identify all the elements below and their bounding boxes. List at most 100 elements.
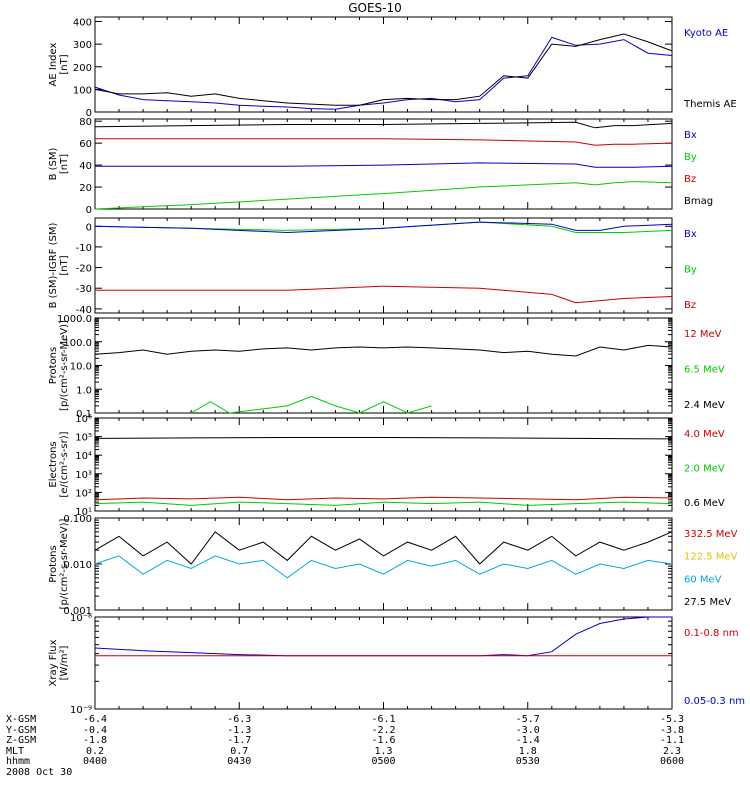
footer-value: 1.3 <box>374 745 393 757</box>
footer-value: 1.8 <box>518 745 537 757</box>
legend-xray-0: 0.1-0.8 nm <box>684 628 739 639</box>
legend-electrons-1: 2.0 MeV <box>684 464 725 475</box>
series-protons_hi-1 <box>190 395 432 414</box>
ylabel-line-b-0: B (SM) <box>48 147 59 180</box>
series-ae-1 <box>94 33 673 106</box>
ytick-label-electrons-5: 10¹ <box>75 507 92 518</box>
ylabel-dbrf: B (SM)-IGRF (SM)[nT] <box>48 223 70 309</box>
footer-value: 0600 <box>659 756 685 767</box>
series-dbrf-2 <box>95 285 673 304</box>
footer-value: -6.1 <box>371 714 396 725</box>
footer-row-label: hhmm <box>6 756 31 767</box>
ytick-label-xray-1: 10⁻⁹ <box>70 705 92 716</box>
ytick-label-electrons-3: 10³ <box>75 470 92 481</box>
ytick-label-electrons-2: 10⁴ <box>75 451 92 462</box>
footer-value: -3.0 <box>515 724 540 736</box>
legend-dbrf-0: Bx <box>684 229 697 240</box>
panel-frame-protons_hi <box>94 317 673 414</box>
ylabel-line-electrons-1: [e/(cm²-s-sr)] <box>59 431 70 497</box>
footer-value: -1.3 <box>227 724 252 736</box>
ylabel-line-protons_lo-0: Protons <box>48 545 59 582</box>
series-electrons-0 <box>94 437 673 440</box>
ytick-label-dbrf-4: -40 <box>76 305 92 316</box>
legend-protons_hi-1: 6.5 MeV <box>684 365 725 376</box>
footer-row-label: MLT <box>6 745 25 757</box>
panel-frame-protons_lo <box>94 517 673 611</box>
footer-value: -1.4 <box>515 735 540 746</box>
legend-electrons-2: 0.6 MeV <box>684 498 725 509</box>
legend-b-2: Bz <box>684 174 696 185</box>
footer-value: -6.4 <box>82 714 108 725</box>
ytick-label-protons_lo-2: 0.001 <box>63 606 92 617</box>
ytick-label-electrons-1: 10⁵ <box>75 433 92 444</box>
series-electrons-1 <box>94 496 673 501</box>
ylabel-line-ae-1: [nT] <box>59 54 70 74</box>
footer-row-label: Z-GSM <box>6 735 37 746</box>
ylabel-line-b-1: [nT] <box>59 154 70 174</box>
legend-protons_lo-2: 60 MeV <box>684 574 722 585</box>
series-protons_hi-0 <box>94 344 673 357</box>
panel-frame-xray <box>94 616 673 710</box>
ytick-label-dbrf-3: -30 <box>76 284 92 295</box>
ytick-label-b-4: 80 <box>79 117 92 128</box>
panel-frame-electrons <box>94 417 673 512</box>
ylabel-protons_lo: Protons[p/(cm²-s-sr-MeV)] <box>48 518 70 609</box>
ytick-label-protons_lo-0: 0.100 <box>63 514 92 525</box>
ytick-label-protons_lo-1: 0.010 <box>63 560 92 571</box>
footer-value: -1.6 <box>371 735 396 746</box>
footer-value: 0.7 <box>230 745 249 757</box>
footer-value: -5.3 <box>659 714 685 725</box>
series-dbrf-0 <box>94 221 673 233</box>
ytick-label-ae-4: 400 <box>73 18 92 29</box>
legend-protons_lo-3: 27.5 MeV <box>684 597 731 608</box>
ylabel-xray: Xray Flux[W/m²] <box>48 639 70 686</box>
legend-ae-0: Kyoto AE <box>684 28 728 39</box>
ytick-label-ae-3: 300 <box>73 40 92 51</box>
footer-value: 2.3 <box>662 745 682 757</box>
ytick-label-protons_hi-2: 10.0 <box>70 362 92 373</box>
ytick-label-ae-2: 200 <box>73 63 92 74</box>
legend-protons_lo-0: 332.5 MeV <box>684 529 738 540</box>
ytick-label-protons_hi-4: 0.1 <box>76 409 92 420</box>
series-dbrf-1 <box>94 221 673 234</box>
series-electrons-2 <box>94 501 673 506</box>
ytick-label-electrons-0: 10⁶ <box>75 414 92 425</box>
ytick-label-dbrf-2: -20 <box>76 264 92 275</box>
series-b-2 <box>95 162 673 168</box>
ytick-label-dbrf-0: 0 <box>86 222 92 233</box>
footer-value: -1.7 <box>227 735 252 746</box>
ytick-label-b-1: 20 <box>79 183 92 194</box>
ytick-label-xray-0: 10⁻⁸ <box>70 613 92 624</box>
ylabel-line-electrons-0: Electrons <box>48 441 59 487</box>
footer-value: -0.4 <box>82 724 108 736</box>
series-b-0 <box>94 121 673 129</box>
panel-frame-b <box>94 118 673 210</box>
ytick-label-electrons-4: 10² <box>75 488 92 499</box>
ytick-label-b-3: 60 <box>79 139 92 150</box>
footer-value: -1.1 <box>659 735 685 746</box>
ytick-label-protons_hi-3: 1.0 <box>76 385 92 396</box>
ytick-label-b-2: 40 <box>79 161 92 172</box>
series-b-1 <box>95 138 673 146</box>
series-b-3 <box>94 181 673 210</box>
footer-value: 0.2 <box>85 745 105 757</box>
legend-xray-1: 0.05-0.3 nm <box>684 696 745 707</box>
footer-value: -3.8 <box>659 724 685 736</box>
ylabel-b: B (SM)[nT] <box>48 147 70 180</box>
ylabel-line-protons_hi-1: [p/(cm²-s-sr-MeV)] <box>59 320 70 411</box>
legend-electrons-0: 4.0 MeV <box>684 429 725 440</box>
legend-b-1: By <box>684 152 697 163</box>
footer-value: -2.2 <box>371 724 396 736</box>
series-protons_lo-0 <box>94 531 673 565</box>
footer-value: 0500 <box>371 756 396 767</box>
legend-protons_lo-1: 122.5 MeV <box>684 552 738 563</box>
date-label: 2008 Oct 30 <box>6 767 73 778</box>
ylabel-protons_hi: Protons[p/(cm²-s-sr-MeV)] <box>48 320 70 411</box>
ylabel-line-protons_hi-0: Protons <box>48 347 59 384</box>
footer-value: 0400 <box>82 756 108 767</box>
legend-dbrf-1: By <box>684 265 697 276</box>
footer-row-label: Y-GSM <box>6 724 37 736</box>
ylabel-line-protons_lo-1: [p/(cm²-s-sr-MeV)] <box>59 518 70 609</box>
legend-protons_hi-2: 2.4 MeV <box>684 400 725 411</box>
ytick-label-ae-1: 100 <box>73 85 92 96</box>
